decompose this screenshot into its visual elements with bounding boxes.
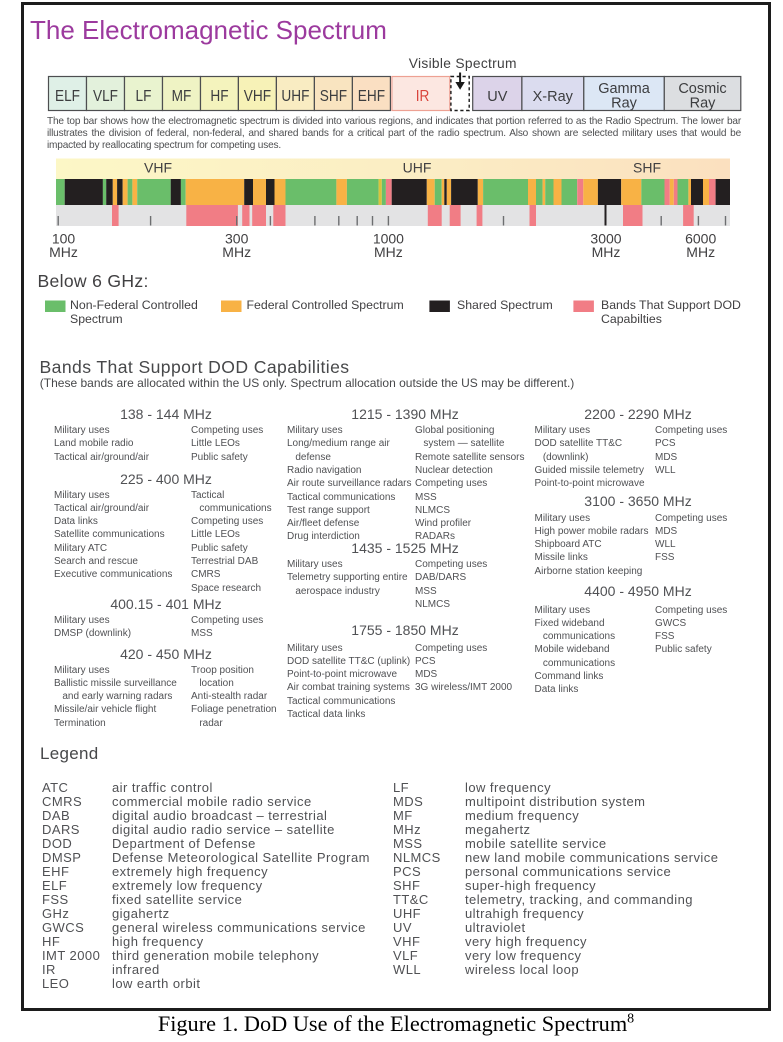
svg-text:VHF: VHF (144, 160, 172, 176)
svg-text:UHF: UHF (403, 160, 432, 176)
svg-text:MHz: MHz (222, 244, 251, 260)
svg-text:SHF: SHF (633, 160, 661, 176)
svg-text:3000: 3000 (590, 231, 621, 247)
svg-text:MHz: MHz (49, 244, 78, 260)
svg-text:100: 100 (52, 231, 76, 247)
svg-text:Cosmic: Cosmic (678, 81, 726, 97)
svg-text:UV: UV (487, 89, 507, 105)
svg-text:UHF: UHF (281, 88, 309, 105)
svg-text:LF: LF (136, 88, 152, 105)
svg-text:VHF: VHF (244, 88, 271, 105)
svg-text:MHz: MHz (374, 244, 403, 260)
svg-text:EHF: EHF (358, 88, 385, 105)
svg-text:Visible Spectrum: Visible Spectrum (409, 56, 517, 71)
svg-text:X-Ray: X-Ray (533, 89, 574, 105)
svg-text:ELF: ELF (55, 88, 80, 105)
svg-text:VLF: VLF (93, 88, 118, 105)
svg-text:6000: 6000 (685, 231, 716, 247)
svg-text:Ray: Ray (611, 95, 638, 111)
svg-text:SHF: SHF (320, 88, 347, 105)
svg-text:1000: 1000 (373, 231, 404, 247)
svg-text:300: 300 (225, 231, 249, 247)
svg-text:Ray: Ray (690, 95, 717, 111)
svg-text:Gamma: Gamma (598, 81, 651, 97)
svg-text:MF: MF (172, 88, 192, 105)
svg-text:MHz: MHz (592, 244, 621, 260)
svg-text:HF: HF (210, 88, 228, 105)
svg-text:MHz: MHz (686, 244, 715, 260)
svg-text:IR: IR (416, 88, 430, 105)
